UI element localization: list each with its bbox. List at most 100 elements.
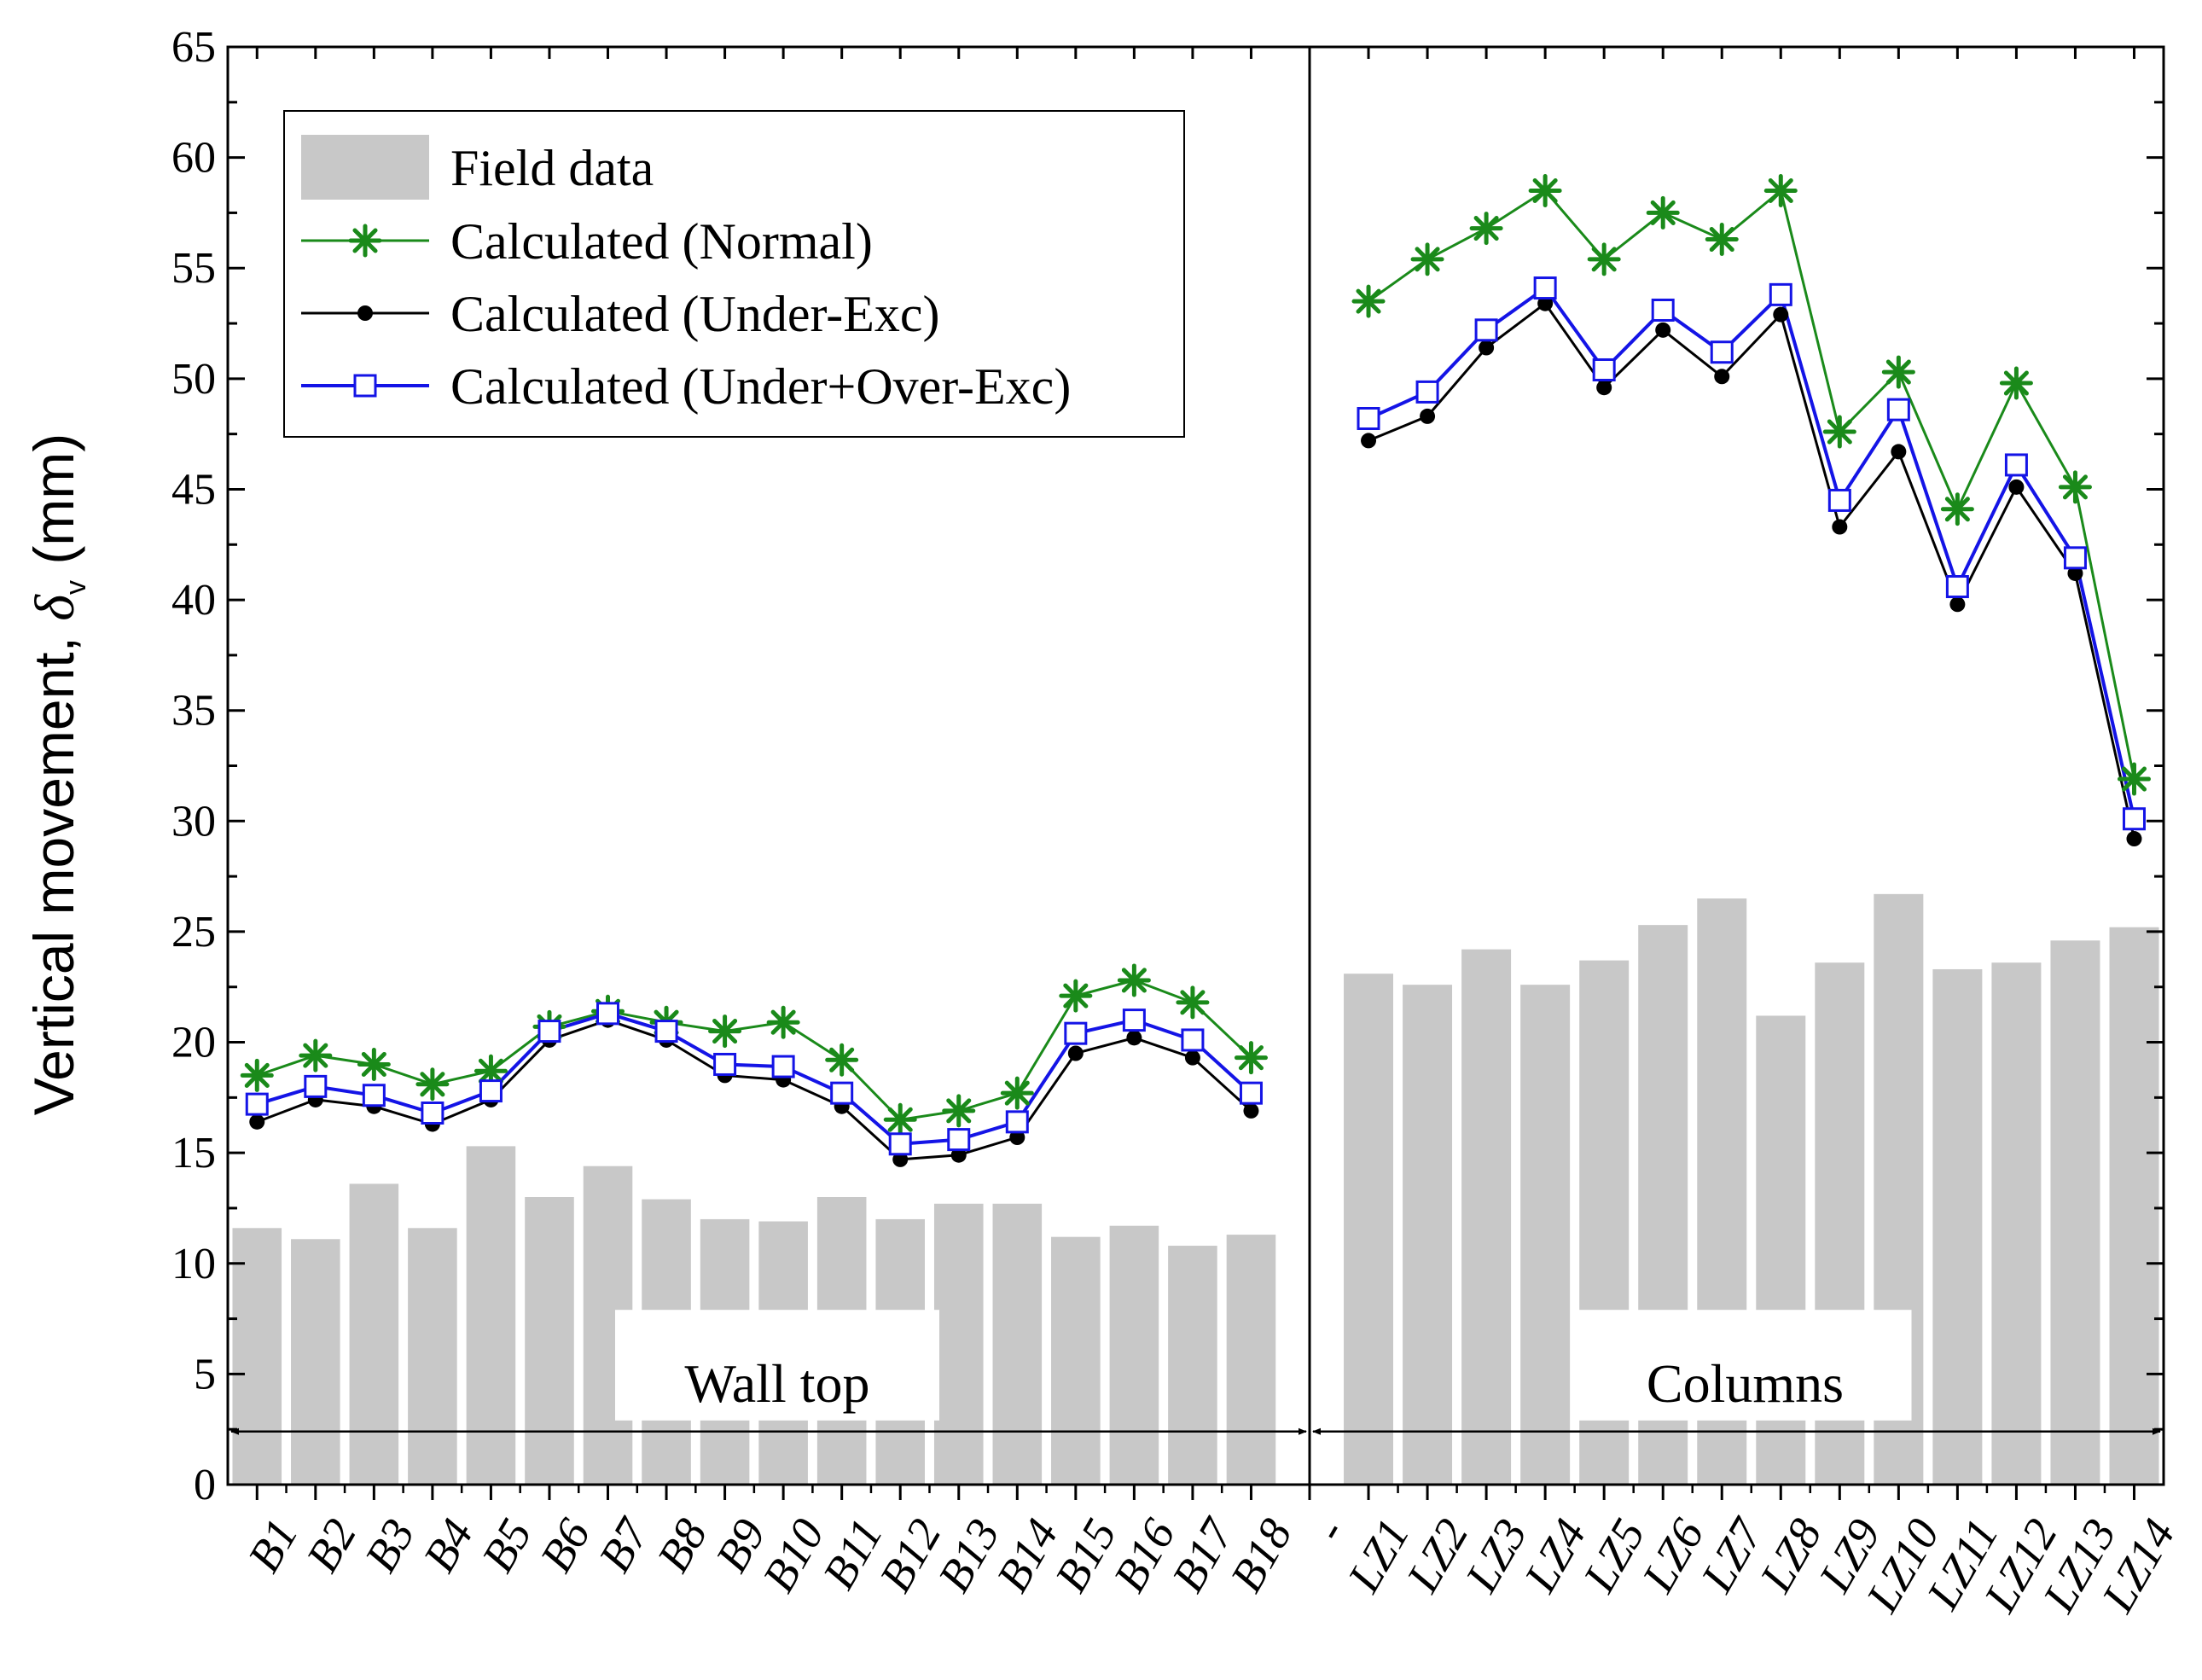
ytick-label-20: 20 <box>171 1019 216 1067</box>
point-normal-lz6 <box>1646 195 1680 230</box>
point-under-over-lz2 <box>1415 380 1439 404</box>
xtick-label-b2: B2 <box>296 1510 366 1580</box>
bar-lz14 <box>2109 927 2159 1485</box>
line-normal-wall-top <box>256 979 1252 1121</box>
point-normal-b3 <box>357 1047 391 1081</box>
xtick-label-b8: B8 <box>648 1510 718 1580</box>
point-normal-b9 <box>708 1014 742 1049</box>
point-under-over-lz9 <box>1827 488 1851 512</box>
bar-lz13 <box>2050 940 2100 1485</box>
bar-lz4 <box>1520 985 1571 1485</box>
point-under-over-b14 <box>1005 1110 1029 1134</box>
point-normal-b2 <box>299 1038 333 1073</box>
ytick-label-10: 10 <box>171 1240 216 1288</box>
point-under-lz3 <box>1479 340 1495 356</box>
bar-b6 <box>525 1197 574 1485</box>
point-under-over-b15 <box>1064 1021 1088 1045</box>
xtick-label-b18: B18 <box>1220 1510 1301 1600</box>
xtick-label-b3: B3 <box>355 1510 425 1580</box>
point-under-over-lz8 <box>1769 282 1792 306</box>
point-normal-lz3 <box>1469 212 1503 246</box>
xtick-label-b11: B11 <box>813 1510 892 1597</box>
legend-field-swatch <box>301 135 429 200</box>
line-normal-columns <box>1368 189 2135 780</box>
point-under-over-b2 <box>304 1074 328 1098</box>
xtick-label-b6: B6 <box>530 1510 600 1580</box>
point-under-over-lz5 <box>1592 358 1616 381</box>
ytick-label-5: 5 <box>194 1350 216 1398</box>
xtick-label-b4: B4 <box>413 1510 483 1580</box>
xtick-label-b1: B1 <box>238 1510 308 1580</box>
xtick-label-separator: - <box>1304 1510 1356 1549</box>
point-under-over-b4 <box>421 1101 444 1125</box>
point-under-over-lz7 <box>1710 340 1734 364</box>
bar-b15 <box>1051 1236 1101 1485</box>
point-normal-b1 <box>240 1058 274 1092</box>
point-normal-lz11 <box>1940 492 1974 526</box>
point-normal-lz9 <box>1822 415 1856 449</box>
legend-field: Field data <box>301 135 654 200</box>
point-normal-b10 <box>766 1005 800 1039</box>
ytick-label-15: 15 <box>171 1129 216 1177</box>
point-under-over-lz4 <box>1533 276 1557 300</box>
point-normal-b14 <box>1000 1076 1034 1110</box>
point-under-lz5 <box>1596 380 1612 396</box>
ytick-label-50: 50 <box>171 355 216 404</box>
point-under-b17 <box>1184 1049 1200 1066</box>
point-under-over-b3 <box>362 1084 386 1107</box>
point-under-lz14 <box>2126 831 2142 847</box>
bar-b17 <box>1168 1246 1217 1485</box>
point-under-lz8 <box>1773 306 1789 323</box>
ytick-label-35: 35 <box>171 687 216 735</box>
point-under-over-b13 <box>947 1128 971 1152</box>
legend-box <box>283 110 1185 438</box>
point-under-over-b8 <box>654 1020 678 1043</box>
ytick-label-0: 0 <box>194 1461 216 1509</box>
point-normal-lz8 <box>1763 174 1798 207</box>
ytick-label-55: 55 <box>171 244 216 293</box>
point-under-over-lz3 <box>1474 318 1498 342</box>
point-under-over-b12 <box>888 1132 912 1156</box>
point-under-over-lz1 <box>1357 407 1380 431</box>
point-under-over-b7 <box>596 1002 620 1026</box>
wall-top-label-box <box>615 1310 939 1421</box>
bar-b1 <box>232 1228 282 1485</box>
point-normal-lz1 <box>1351 284 1386 318</box>
xtick-label-b5: B5 <box>472 1510 542 1580</box>
point-under-lz11 <box>1949 596 1966 613</box>
point-under-over-b1 <box>245 1092 269 1116</box>
point-under-b15 <box>1067 1045 1084 1061</box>
point-under-lz7 <box>1714 369 1730 385</box>
point-normal-lz2 <box>1410 242 1444 276</box>
bar-b2 <box>291 1239 340 1485</box>
ytick-label-45: 45 <box>171 465 216 514</box>
columns-label-box <box>1578 1310 1912 1421</box>
point-normal-b17 <box>1176 985 1210 1020</box>
point-under-lz12 <box>2008 479 2025 495</box>
point-under-b1 <box>249 1113 265 1130</box>
point-under-b13 <box>950 1147 967 1163</box>
ytick-label-25: 25 <box>171 908 216 956</box>
point-under-over-b17 <box>1181 1028 1205 1052</box>
ytick-label-65: 65 <box>171 23 216 72</box>
point-under-lz2 <box>1420 408 1436 424</box>
point-normal-b16 <box>1117 963 1151 997</box>
bar-lz1 <box>1344 974 1394 1485</box>
point-normal-lz4 <box>1528 174 1562 207</box>
xtick-label-b7: B7 <box>589 1509 659 1581</box>
legend-normal-label: Calculated (Normal) <box>450 213 873 270</box>
point-under-over-lz12 <box>2004 453 2028 477</box>
point-normal-lz7 <box>1705 223 1739 257</box>
point-normal-lz5 <box>1587 242 1621 276</box>
bar-lz2 <box>1403 985 1453 1485</box>
line-under-over-columns <box>1368 286 2136 820</box>
point-normal-lz13 <box>2058 470 2092 504</box>
point-under-over-lz10 <box>1886 398 1910 421</box>
point-normal-lz12 <box>1999 366 2033 400</box>
bar-b18 <box>1226 1235 1276 1485</box>
ytick-label-30: 30 <box>171 797 216 846</box>
legend-under-over: Calculated (Under+Over-Exc) <box>301 358 1071 415</box>
point-under-over-lz6 <box>1651 298 1675 322</box>
